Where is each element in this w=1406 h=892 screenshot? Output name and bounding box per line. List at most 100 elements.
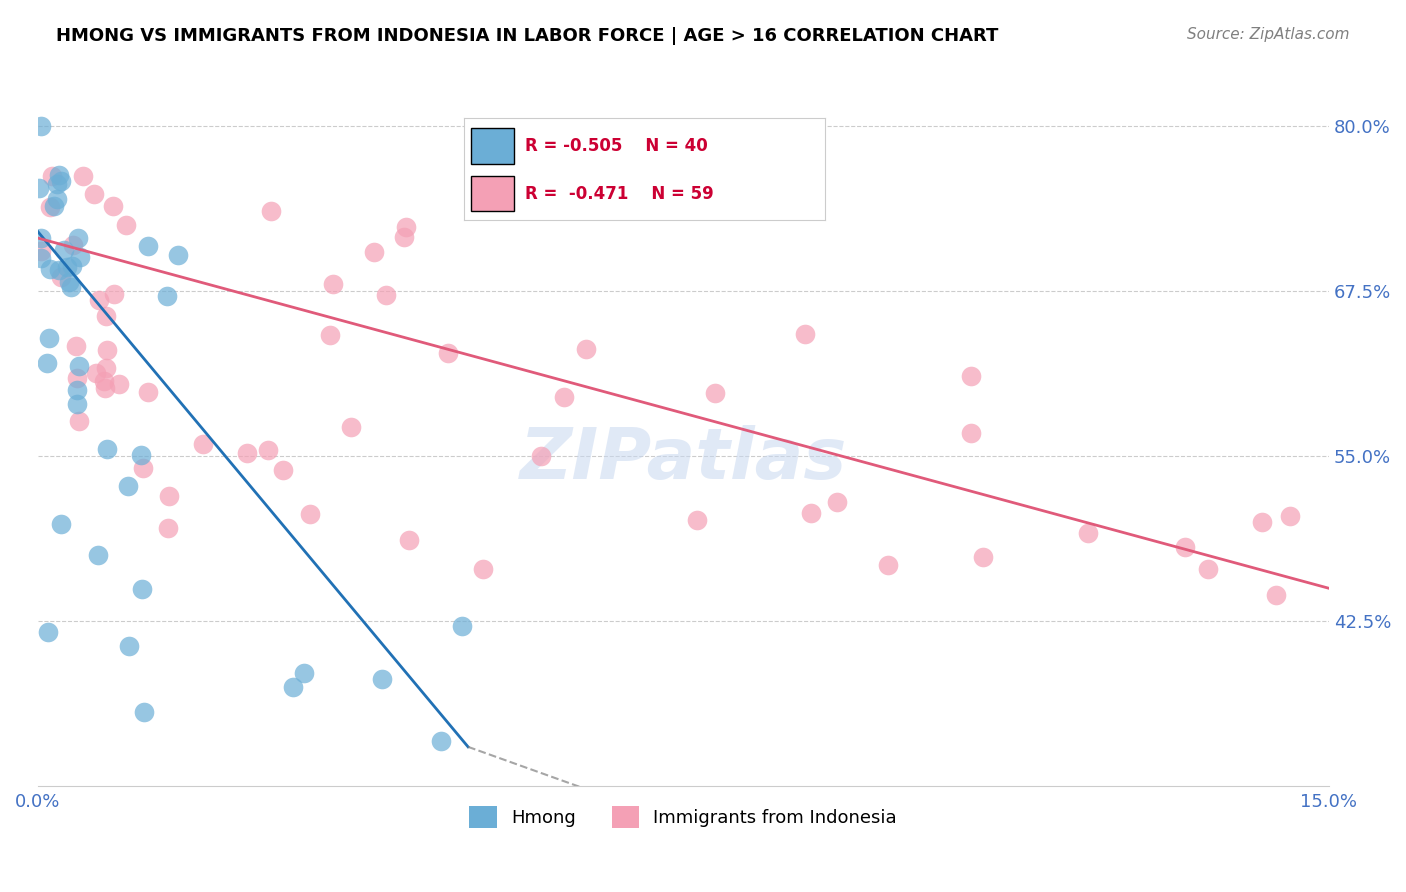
Point [339,420,361,434]
Point [704,386,727,401]
Point [451,619,474,633]
Point [129,448,152,462]
Point [51,270,73,285]
Point [1197,562,1219,576]
Point [260,204,283,219]
Point [392,229,415,244]
Text: HMONG VS IMMIGRANTS FROM INDONESIA IN LABOR FORCE | AGE > 16 CORRELATION CHART: HMONG VS IMMIGRANTS FROM INDONESIA IN LA… [56,27,998,45]
Point [960,369,983,384]
Point [37,624,59,639]
Point [39,262,62,277]
Point [66,230,89,244]
Point [96,309,118,323]
Point [96,361,118,376]
Point [45,192,67,206]
Point [395,220,418,235]
Point [87,548,110,562]
Point [84,366,107,380]
Point [56,260,79,275]
Point [107,376,129,391]
Point [96,442,118,456]
Point [398,533,420,547]
Text: Source: ZipAtlas.com: Source: ZipAtlas.com [1187,27,1350,42]
Point [157,489,180,503]
Point [686,513,709,527]
Point [93,374,115,388]
Point [69,250,91,264]
Point [66,383,89,397]
Point [66,397,89,411]
Point [1251,515,1274,529]
Point [156,288,179,302]
Point [876,558,898,573]
Point [49,174,72,188]
Point [48,168,70,182]
Point [825,495,848,509]
Point [1174,540,1197,554]
Point [235,446,257,460]
Point [166,247,188,261]
Point [1264,588,1286,602]
Point [30,252,52,266]
Point [103,287,125,301]
Point [118,639,141,653]
Point [117,478,139,492]
Legend: Hmong, Immigrants from Indonesia: Hmong, Immigrants from Indonesia [463,799,904,836]
Point [530,450,553,464]
Point [132,705,155,719]
Point [51,516,73,531]
Point [132,461,155,475]
Point [30,244,52,259]
Point [371,673,394,687]
Point [959,425,981,440]
Point [58,276,80,290]
Point [299,507,322,521]
Point [96,343,118,358]
Point [1278,508,1301,523]
Point [281,680,304,694]
Point [793,327,815,342]
Point [72,169,94,184]
Point [319,327,342,342]
Point [46,177,69,191]
Point [131,582,153,596]
Point [42,198,65,212]
Point [101,199,124,213]
Point [363,245,385,260]
Point [800,506,823,520]
Point [294,665,316,680]
Point [38,330,60,344]
Text: ZIPatlas: ZIPatlas [520,425,846,494]
Point [30,120,52,134]
Point [83,186,105,201]
Point [30,231,52,245]
Point [1077,525,1099,540]
Point [430,734,453,748]
Point [322,277,344,291]
Point [575,342,598,356]
Point [67,413,90,427]
Point [972,550,994,565]
Point [437,346,460,360]
Point [136,239,159,253]
Point [62,237,84,252]
Point [191,436,214,450]
Point [271,462,294,476]
Point [89,293,111,307]
Point [28,180,51,194]
Point [471,562,494,576]
Point [39,201,62,215]
Point [60,259,83,273]
Point [67,359,90,373]
Point [553,390,575,404]
Point [52,244,75,258]
Point [48,263,70,277]
Point [35,356,58,370]
Point [115,219,138,233]
Point [136,385,159,400]
Point [374,288,396,302]
Point [66,371,89,385]
Point [41,169,63,184]
Point [65,339,87,353]
Point [257,442,280,457]
